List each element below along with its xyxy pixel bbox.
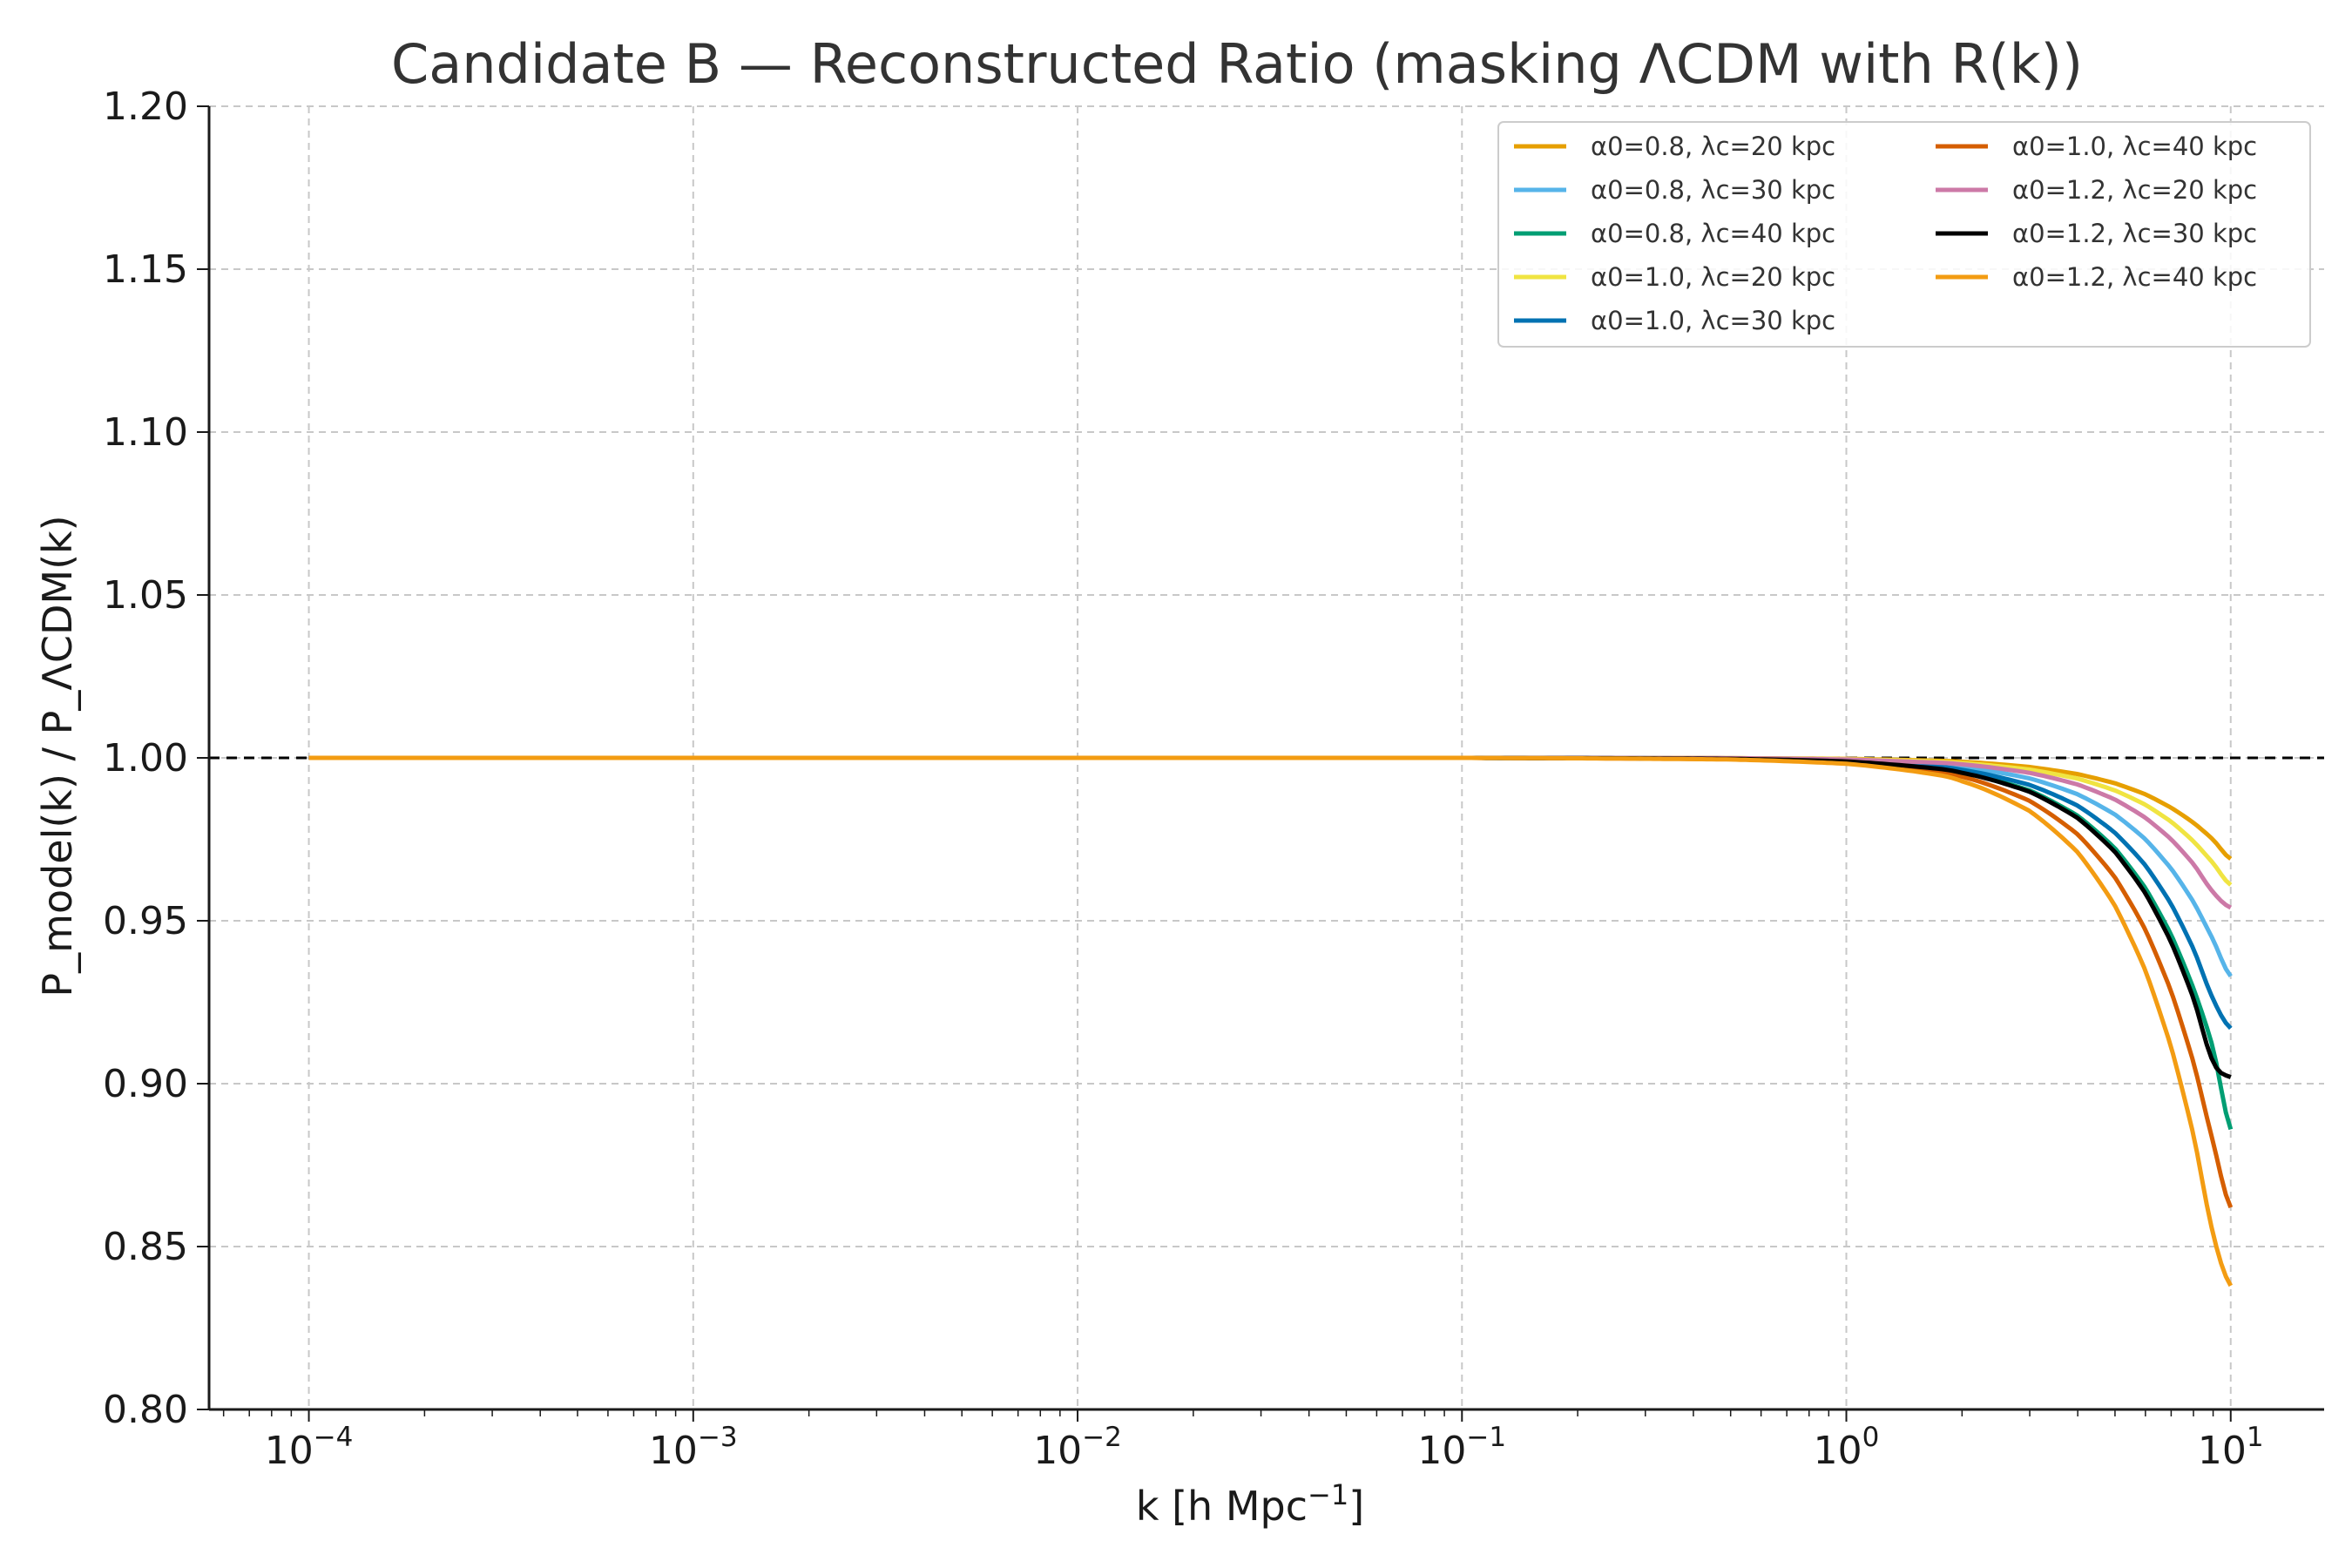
x-tick-label: 10−3 [649,1422,738,1473]
x-tick-label: 100 [1814,1422,1880,1473]
y-tick-label: 1.00 [103,736,188,781]
legend: α0=0.8, λc=20 kpc α0=0.8, λc=30 kpc α0=0.8… [1497,121,2311,348]
y-tick-label: 1.15 [103,247,188,292]
x-axis-label-exponent: −1 [1308,1478,1348,1511]
legend-label: α0=0.8, λc=30 kpc [1591,175,1835,205]
series-group [308,755,2234,1288]
legend-label: α0=0.8, λc=40 kpc [1591,219,1835,248]
legend-box [1497,121,2311,348]
y-tick-label: 0.90 [103,1062,188,1106]
x-tick-label: 10−1 [1417,1422,1506,1473]
legend-label: α0=0.8, λc=20 kpc [1591,132,1835,161]
series-line-9 [308,755,2234,1288]
legend-label: α0=1.0, λc=20 kpc [1591,262,1835,292]
legend-label: α0=1.2, λc=40 kpc [2012,262,2257,292]
y-ticks: 0.80 0.85 0.90 0.95 1.00 1.05 1.10 1.15 1.20 [103,84,209,1432]
legend-label: α0=1.2, λc=20 kpc [2012,175,2257,205]
x-axis-label: k [h Mpc−1] [1136,1478,1364,1530]
x-tick-label: 10−2 [1033,1422,1122,1473]
x-ticks: 10−4 10−3 10−2 10−1 100 101 [222,1409,2264,1473]
x-axis-label-main: k [h Mpc [1136,1483,1308,1530]
y-tick-label: 1.05 [103,573,188,618]
chart-title: Candidate B — Reconstructed Ratio (maski… [391,32,2083,96]
legend-label: α0=1.2, λc=30 kpc [2012,219,2257,248]
y-tick-label: 1.10 [103,410,188,455]
y-axis-label: P_model(k) / P_ΛCDM(k) [34,515,81,997]
y-tick-label: 0.95 [103,899,188,943]
y-tick-label: 0.80 [103,1388,188,1432]
legend-label: α0=1.0, λc=40 kpc [2012,132,2257,161]
legend-label: α0=1.0, λc=30 kpc [1591,306,1835,335]
x-tick-label: 101 [2198,1422,2264,1473]
y-tick-label: 0.85 [103,1225,188,1269]
y-tick-label: 1.20 [103,84,188,129]
x-tick-label: 10−4 [265,1422,354,1473]
x-axis-label-end: ] [1348,1483,1364,1530]
